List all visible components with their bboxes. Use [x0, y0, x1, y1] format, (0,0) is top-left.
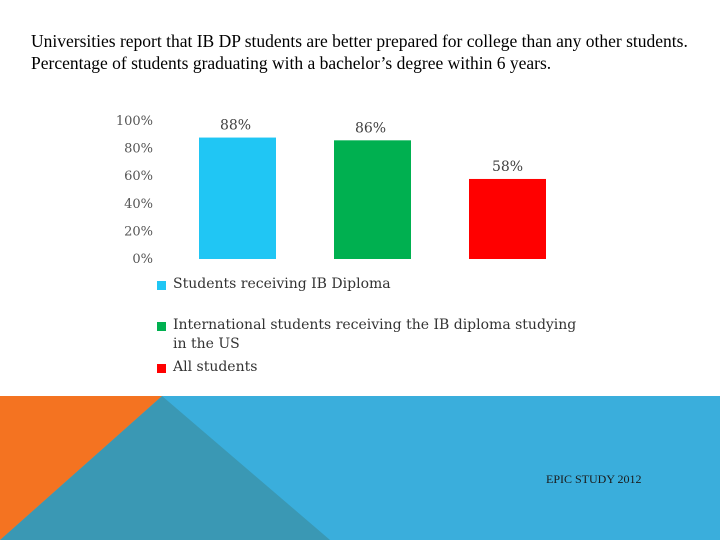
y-tick-label: 20% — [124, 224, 153, 239]
bars — [199, 137, 546, 259]
chart-legend: Students receiving IB Diploma Internatio… — [157, 275, 577, 381]
bar-value-label: 58% — [492, 159, 523, 175]
legend-item-international: International students receiving the IB … — [157, 316, 577, 354]
y-tick-label: 100% — [116, 114, 153, 129]
bar-value-label: 88% — [220, 118, 251, 134]
legend-swatch-international — [157, 322, 166, 331]
y-tick-label: 80% — [124, 142, 153, 157]
slide-heading: Universities report that IB DP students … — [31, 31, 688, 73]
y-axis-ticks: 100% 80% 60% 40% 20% 0% — [116, 114, 153, 267]
legend-swatch-all-students — [157, 364, 166, 373]
footer-teal-triangle — [0, 396, 330, 540]
bar — [199, 137, 276, 259]
legend-label-international: International students receiving the IB … — [173, 317, 577, 352]
source-credit: EPIC STUDY 2012 — [546, 472, 642, 486]
bar — [469, 178, 546, 259]
bar-chart: 100% 80% 60% 40% 20% 0% 88% 86% 58% — [116, 114, 546, 267]
footer-orange-triangle — [0, 396, 162, 540]
decorative-footer-band — [0, 396, 720, 540]
y-tick-label: 40% — [124, 197, 153, 212]
legend-label-all-students: All students — [173, 359, 258, 375]
value-labels: 88% 86% 58% — [220, 118, 523, 175]
bar-value-label: 86% — [355, 120, 386, 136]
bar — [334, 140, 411, 259]
legend-swatch-ib-diploma — [157, 281, 166, 290]
y-tick-label: 60% — [124, 169, 153, 184]
legend-item-ib-diploma: Students receiving IB Diploma — [157, 275, 577, 294]
legend-label-ib-diploma: Students receiving IB Diploma — [173, 276, 391, 292]
y-tick-label: 0% — [132, 252, 153, 267]
legend-item-all-students: All students — [157, 358, 577, 377]
